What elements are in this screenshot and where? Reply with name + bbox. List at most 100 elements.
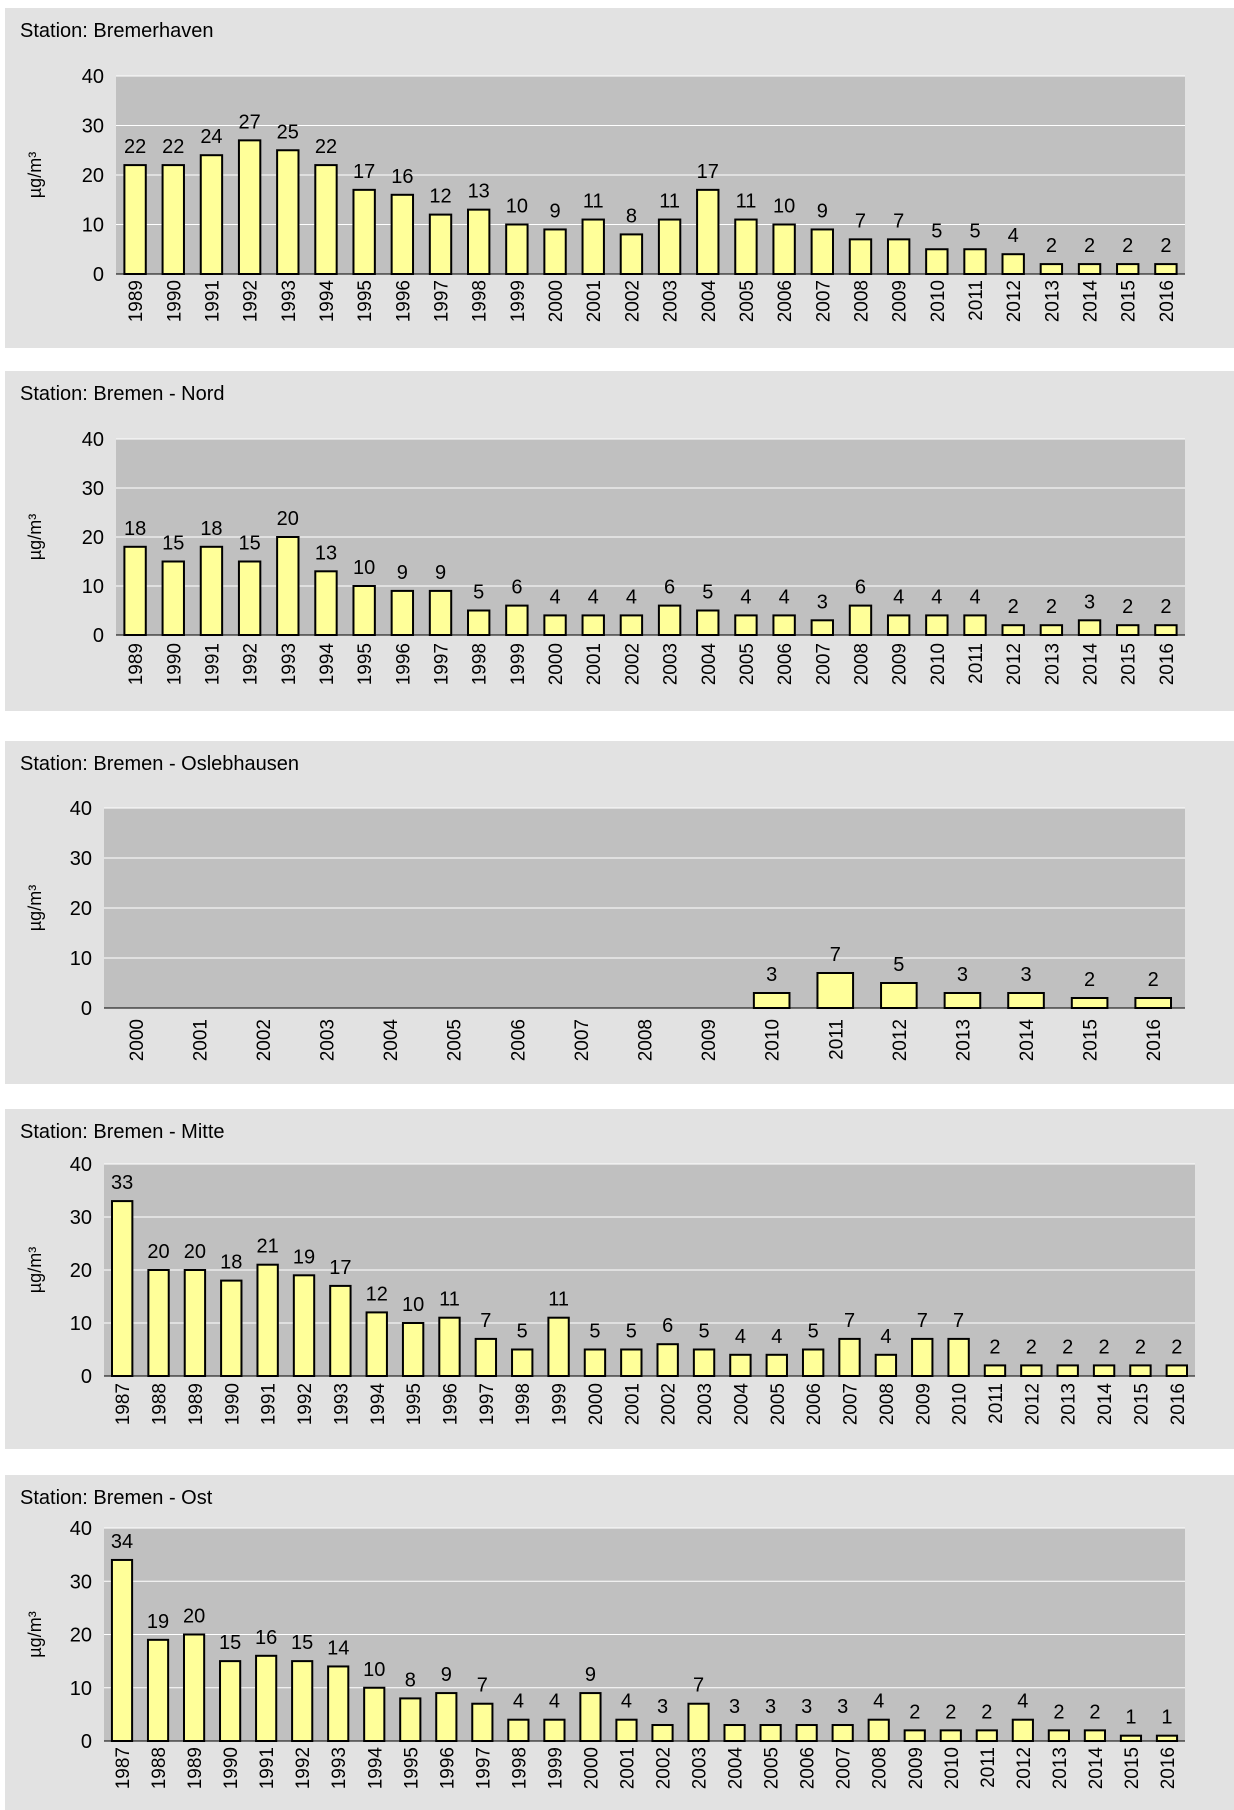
bar — [1047, 1729, 1070, 1743]
bar — [795, 1724, 818, 1742]
data-label: 24 — [200, 126, 222, 148]
data-label: 2 — [1026, 1336, 1037, 1358]
data-label: 12 — [429, 186, 451, 208]
x-tick-label: 1994 — [317, 280, 338, 323]
y-tick-label: 10 — [82, 215, 104, 237]
x-tick-label: 2003 — [695, 1383, 716, 1425]
data-label: 4 — [873, 1691, 884, 1713]
x-tick-label: 1997 — [473, 1747, 494, 1789]
data-label: 2 — [1160, 235, 1171, 257]
data-label: 2 — [1046, 596, 1057, 618]
bar — [692, 1348, 716, 1377]
bar — [256, 1263, 279, 1377]
bar — [237, 560, 262, 636]
x-tick-label: 1994 — [317, 643, 338, 686]
bar — [467, 208, 491, 275]
x-tick-label: 1994 — [368, 1383, 389, 1426]
x-tick-label: 1997 — [432, 280, 453, 322]
x-tick-label: 2002 — [254, 1019, 275, 1061]
x-tick-label: 2009 — [906, 1747, 927, 1789]
x-tick-label: 2005 — [768, 1383, 789, 1425]
y-tick-label: 10 — [70, 1678, 92, 1700]
data-label: 4 — [969, 586, 980, 608]
x-tick-label: 1989 — [186, 1383, 207, 1425]
x-tick-label: 1998 — [513, 1383, 534, 1425]
bar — [1001, 253, 1025, 275]
data-label: 3 — [1084, 591, 1095, 613]
x-tick-label: 1999 — [508, 643, 529, 685]
bar — [1070, 997, 1109, 1009]
x-tick-label: 1988 — [150, 1383, 171, 1425]
data-label: 5 — [517, 1321, 528, 1343]
data-label: 10 — [402, 1294, 424, 1316]
y-tick-label: 40 — [82, 429, 104, 451]
bar — [1039, 624, 1064, 636]
bar — [182, 1633, 206, 1742]
data-label: 12 — [366, 1283, 388, 1305]
x-tick-label: 2006 — [798, 1747, 819, 1789]
bar — [734, 614, 758, 636]
bar — [352, 585, 376, 636]
bar — [975, 1729, 998, 1743]
bar — [547, 1316, 570, 1377]
y-tick-label: 10 — [70, 948, 92, 970]
x-tick-label: 2002 — [622, 643, 643, 685]
bar — [619, 614, 644, 636]
y-axis-title: µg/m³ — [25, 152, 45, 198]
bar — [199, 154, 224, 275]
x-tick-label: 2016 — [1168, 1383, 1189, 1425]
data-label: 3 — [657, 1696, 668, 1718]
x-tick-label: 2009 — [890, 280, 911, 322]
data-label: 8 — [626, 205, 637, 227]
data-label: 11 — [659, 191, 680, 213]
data-label: 4 — [735, 1326, 746, 1348]
data-label: 22 — [124, 136, 146, 158]
x-tick-label: 2012 — [1014, 1747, 1035, 1789]
bar — [543, 228, 567, 275]
bar — [161, 560, 185, 636]
x-tick-label: 2011 — [986, 1383, 1007, 1424]
x-tick-label: 2016 — [1157, 643, 1178, 685]
bar — [620, 1348, 643, 1377]
data-label: 4 — [1008, 225, 1019, 247]
bar — [390, 193, 415, 275]
data-label: 7 — [830, 944, 841, 966]
x-tick-label: 2004 — [731, 1383, 752, 1426]
chart-panel-bremen-ost: Station: Bremen - Ost 0 10 20 30 40 µg/m³ 34 19… — [5, 1475, 1234, 1810]
x-tick-label: 2008 — [870, 1747, 891, 1789]
bar — [435, 1692, 458, 1742]
bar — [867, 1718, 890, 1742]
x-tick-label: 1990 — [164, 280, 185, 322]
x-tick-label: 1990 — [164, 643, 185, 685]
x-tick-label: 2011 — [966, 280, 987, 321]
data-label: 15 — [219, 1632, 241, 1654]
y-axis-title: µg/m³ — [25, 1611, 45, 1657]
data-label: 17 — [329, 1257, 351, 1279]
bar-chart-bremen-ost: 010203040µg/m³34198719198820198915199016… — [25, 1518, 1185, 1789]
y-tick-label: 30 — [70, 1571, 92, 1593]
bar — [543, 1718, 566, 1742]
data-label: 2 — [1099, 1336, 1110, 1358]
x-tick-label: 2014 — [1017, 1019, 1038, 1062]
x-tick-label: 1998 — [470, 280, 491, 322]
data-label: 4 — [740, 586, 751, 608]
data-label: 4 — [513, 1691, 524, 1713]
bar — [943, 992, 982, 1009]
y-tick-label: 40 — [82, 66, 104, 88]
x-tick-label: 1989 — [126, 643, 147, 685]
bar — [1116, 263, 1140, 276]
x-tick-label: 1995 — [355, 280, 376, 322]
x-tick-label: 1998 — [470, 643, 491, 685]
x-tick-label: 2005 — [737, 280, 758, 322]
data-label: 14 — [327, 1637, 349, 1659]
x-tick-label: 2003 — [690, 1747, 711, 1789]
x-tick-label: 2010 — [942, 1747, 963, 1789]
data-label: 7 — [477, 1675, 488, 1697]
data-label: 4 — [931, 586, 942, 608]
bar — [147, 1269, 170, 1377]
bar — [816, 972, 855, 1009]
data-label: 4 — [1017, 1691, 1028, 1713]
y-axis-title: µg/m³ — [25, 1247, 45, 1293]
x-tick-label: 2009 — [890, 643, 911, 685]
bar — [428, 589, 453, 636]
